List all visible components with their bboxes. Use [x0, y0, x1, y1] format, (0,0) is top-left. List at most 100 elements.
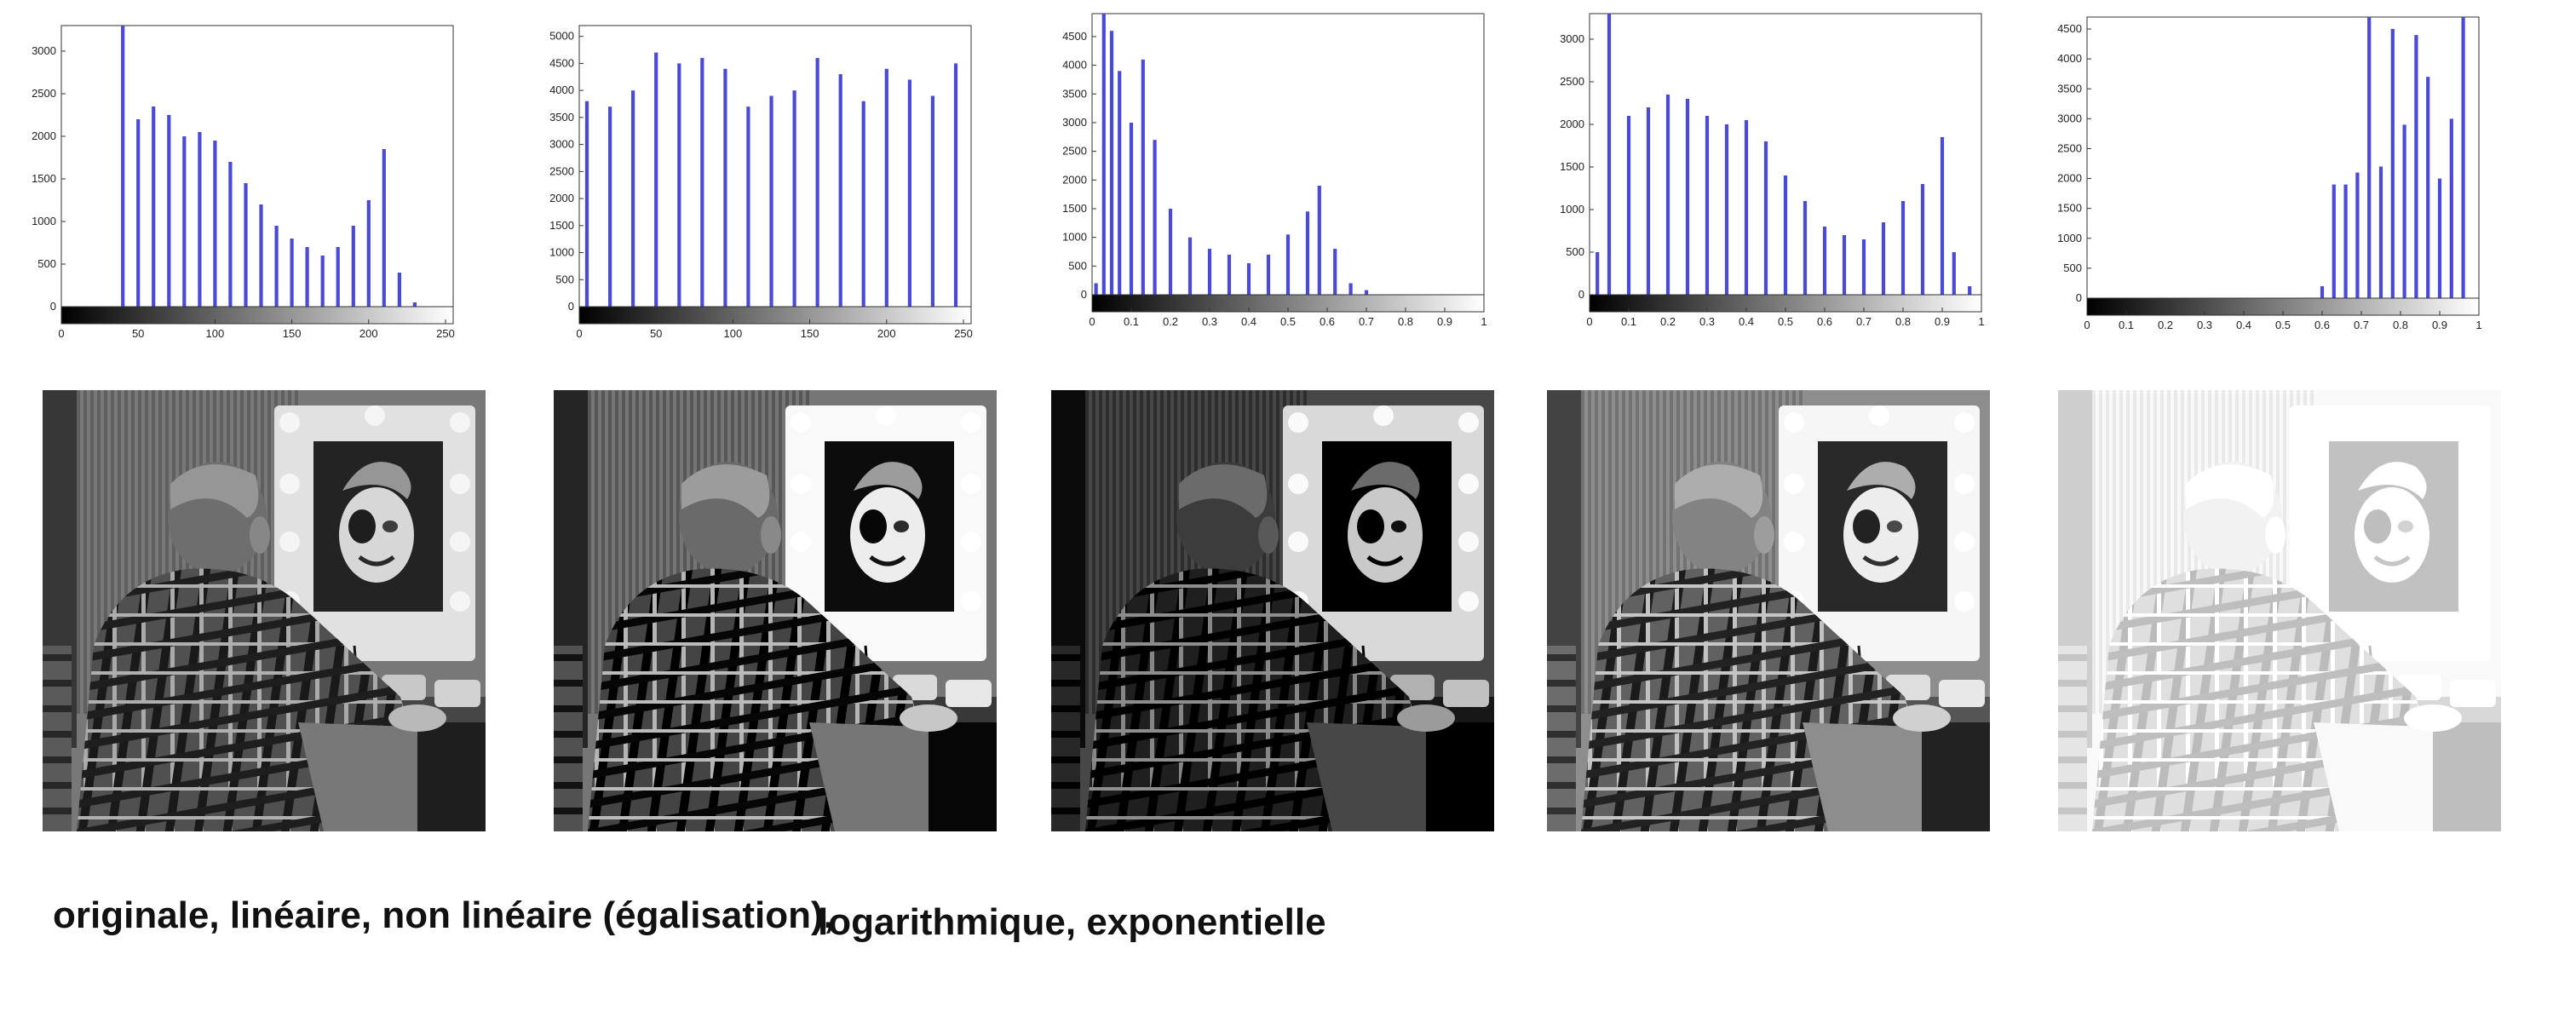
histogram-bar [182, 136, 187, 307]
histogram-bar [746, 106, 750, 307]
histogram-bar [2343, 184, 2348, 298]
histogram-bar [631, 90, 635, 307]
x-tick-label: 0 [1089, 315, 1095, 328]
histogram-bar [412, 302, 417, 307]
x-tick-label: 50 [650, 327, 662, 340]
histogram-bar [198, 132, 202, 307]
histogram-bar [700, 58, 704, 307]
caption-part-1: originale, linéaire, non linéaire (égali… [53, 894, 834, 936]
histogram-bar [366, 200, 371, 307]
y-tick-label: 2000 [2057, 172, 2082, 185]
y-tick-label: 2000 [1560, 118, 1584, 130]
y-tick-label: 500 [2063, 262, 2082, 274]
caption-part-2: logarithmique, exponentielle [818, 901, 1326, 943]
histogram-bar [1266, 254, 1271, 295]
x-tick-label: 150 [283, 327, 302, 340]
x-tick-label: 0.1 [1621, 315, 1636, 328]
x-tick-label: 0.8 [1895, 315, 1911, 328]
y-tick-label: 500 [1068, 259, 1087, 272]
histogram-bar [228, 162, 233, 307]
x-tick-label: 0.1 [2119, 319, 2134, 331]
plot-frame [578, 25, 972, 308]
histogram-bar [1822, 227, 1827, 295]
y-tick-label: 1500 [32, 172, 56, 185]
y-tick-label: 3000 [2057, 112, 2082, 124]
histogram-bar [136, 119, 141, 307]
histogram-bar [2378, 166, 2383, 298]
y-tick-label: 2500 [1560, 75, 1584, 88]
histogram-bar [2437, 178, 2442, 298]
x-tick-label: 0 [2084, 319, 2090, 331]
histogram-bar [1094, 283, 1098, 295]
histogram-bar [244, 183, 248, 307]
x-tick-label: 0.5 [2275, 319, 2291, 331]
histogram-bar [2402, 124, 2406, 298]
histogram-bar [1333, 249, 1337, 295]
y-tick-label: 4500 [549, 56, 574, 69]
histogram-bar [1153, 140, 1157, 295]
x-tick-label: 0.4 [2236, 319, 2251, 331]
histogram-bar [382, 149, 386, 307]
histogram-bar [1285, 234, 1291, 295]
y-tick-label: 5000 [549, 30, 574, 43]
histogram-bar [121, 26, 125, 307]
x-tick-label: 50 [132, 327, 144, 340]
histogram-bar [1783, 175, 1788, 295]
x-tick-label: 0 [576, 327, 582, 340]
histogram-bar [1881, 222, 1886, 295]
histogram-bar [152, 106, 156, 307]
histogram-chart-2: 0500100015002000250030003500400045005000… [549, 25, 973, 340]
y-tick-label: 2500 [2057, 141, 2082, 154]
histogram-bar [1317, 186, 1321, 295]
x-tick-label: 0.1 [1124, 315, 1139, 328]
histogram-bar [1118, 71, 1122, 296]
histogram-bar [1129, 123, 1134, 295]
y-tick-label: 3000 [1560, 32, 1584, 45]
y-tick-label: 1500 [1062, 202, 1087, 215]
photo-lineaire [554, 390, 997, 831]
y-tick-label: 500 [37, 257, 56, 270]
histogram-bar [1246, 263, 1251, 295]
y-tick-label: 0 [50, 300, 56, 313]
histogram-bar [1940, 137, 1945, 295]
histogram-bar [1968, 286, 1972, 295]
histogram-bar [397, 273, 401, 307]
histogram-bar [259, 204, 263, 307]
x-tick-label: 1 [2475, 319, 2481, 331]
histogram-bar [2414, 35, 2418, 298]
histogram-bar [320, 256, 325, 307]
histogram-bar [2367, 17, 2372, 298]
histogram-bar [1109, 31, 1114, 295]
histogram-bar [1842, 235, 1847, 295]
y-tick-label: 1500 [2057, 202, 2082, 215]
histogram-bar [654, 52, 658, 307]
histogram-bar [1101, 14, 1106, 295]
y-tick-label: 4000 [549, 83, 574, 96]
photo-logarithmique [1547, 390, 1990, 831]
histogram-bar [608, 106, 612, 307]
histogram-bar [1348, 283, 1353, 295]
histogram-bar [1207, 249, 1212, 295]
histogram-bar [305, 247, 309, 307]
histogram-bar [1665, 95, 1670, 295]
y-tick-label: 3000 [32, 44, 56, 57]
x-tick-label: 250 [954, 327, 973, 340]
x-tick-label: 1 [1481, 315, 1486, 328]
histogram-bar [861, 101, 865, 307]
x-tick-label: 0.3 [1202, 315, 1217, 328]
histogram-bar [1705, 116, 1710, 295]
y-tick-label: 4000 [1062, 59, 1087, 72]
histogram-bar [1305, 211, 1310, 295]
histogram-bar [2320, 286, 2325, 298]
y-tick-label: 500 [1566, 245, 1584, 258]
histogram-chart-1: 0 500 1000 1500 2000 2500 3000 0 50 100 150 200 250 [32, 25, 455, 340]
histogram-bar [584, 101, 589, 307]
y-tick-label: 0 [1081, 288, 1087, 301]
x-tick-label: 0.3 [2197, 319, 2212, 331]
x-tick-label: 0.6 [1817, 315, 1832, 328]
x-tick-label: 0.2 [1660, 315, 1676, 328]
histogram-bar [351, 226, 355, 307]
colorbar [578, 306, 972, 325]
x-tick-label: 0.8 [1398, 315, 1413, 328]
y-tick-label: 2500 [1062, 145, 1087, 158]
